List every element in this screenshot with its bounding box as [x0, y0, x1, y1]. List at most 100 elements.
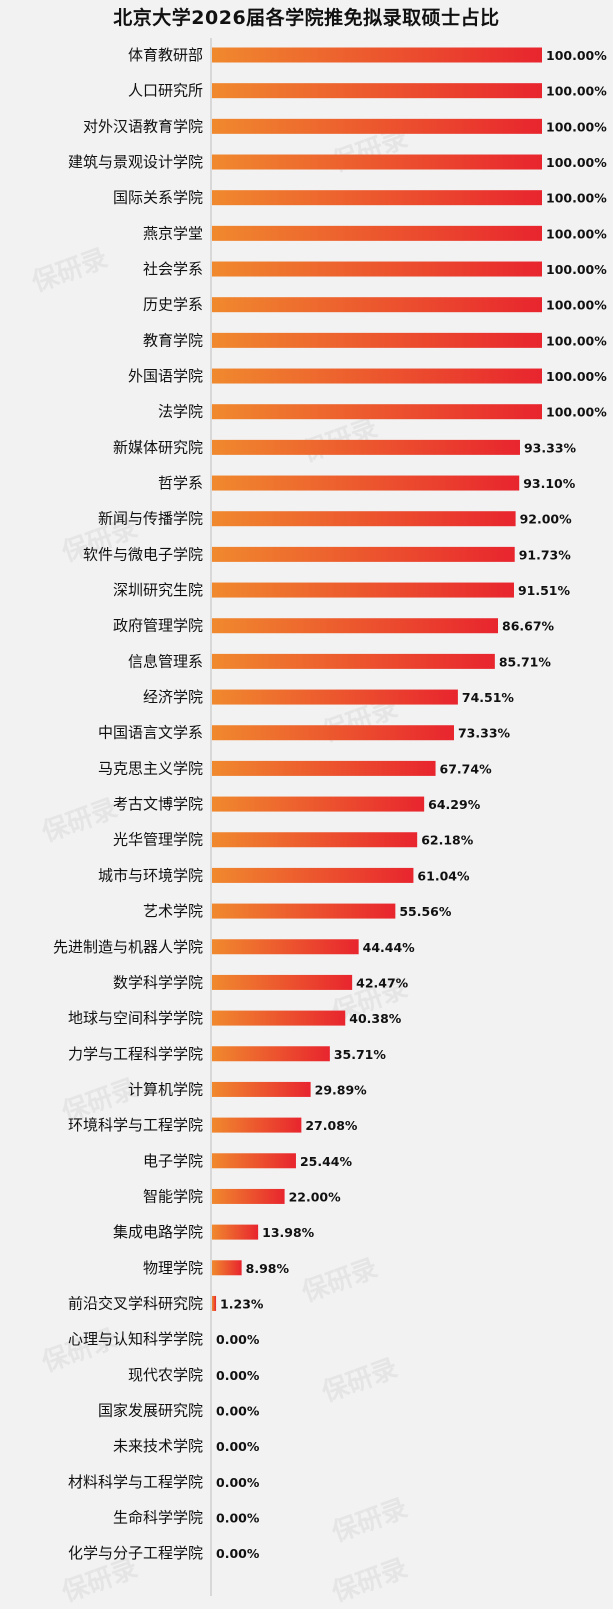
value-label: 91.51%	[518, 583, 571, 598]
bar	[212, 404, 542, 420]
category-label: 体育教研部	[128, 46, 203, 64]
value-label: 100.00%	[546, 119, 607, 134]
category-label: 心理与认知科学学院	[68, 1330, 203, 1348]
value-label: 25.44%	[300, 1154, 353, 1169]
value-label: 67.74%	[440, 761, 493, 776]
category-label: 材料科学与工程学院	[68, 1473, 203, 1491]
bar	[212, 475, 520, 491]
bar	[212, 1260, 242, 1276]
category-label: 生命科学学院	[113, 1508, 203, 1526]
value-label: 91.73%	[519, 547, 572, 562]
bar	[212, 1117, 302, 1133]
bar	[212, 725, 454, 741]
category-label: 城市与环境学院	[98, 866, 203, 884]
bar	[212, 939, 359, 955]
value-label: 0.00%	[216, 1439, 260, 1454]
value-label: 100.00%	[546, 333, 607, 348]
value-label: 40.38%	[349, 1011, 402, 1026]
category-label: 环境科学与工程学院	[68, 1116, 203, 1134]
category-label: 法学院	[158, 403, 203, 421]
category-label: 软件与微电子学院	[83, 545, 203, 563]
category-label: 历史学系	[143, 296, 203, 314]
category-label: 地球与空间科学学院	[68, 1009, 203, 1027]
category-label: 艺术学院	[143, 902, 203, 920]
category-label: 前沿交叉学科研究院	[68, 1294, 203, 1312]
value-label: 74.51%	[462, 690, 515, 705]
value-label: 100.00%	[546, 155, 607, 170]
bar	[212, 1224, 259, 1240]
category-label: 马克思主义学院	[98, 759, 203, 777]
value-label: 13.98%	[262, 1225, 315, 1240]
category-label: 力学与工程科学学院	[68, 1045, 203, 1063]
value-label: 0.00%	[216, 1403, 260, 1418]
value-label: 64.29%	[428, 797, 481, 812]
bar	[212, 511, 516, 527]
bar	[212, 1295, 217, 1311]
category-label: 考古文博学院	[113, 795, 203, 813]
bar	[212, 368, 542, 384]
value-label: 55.56%	[399, 904, 452, 919]
bar	[212, 1081, 311, 1097]
value-label: 86.67%	[502, 619, 555, 634]
value-label: 100.00%	[546, 226, 607, 241]
bar	[212, 332, 542, 348]
value-label: 100.00%	[546, 84, 607, 99]
value-label: 0.00%	[216, 1332, 260, 1347]
value-label: 100.00%	[546, 48, 607, 63]
value-label: 73.33%	[458, 726, 511, 741]
value-label: 92.00%	[520, 512, 573, 527]
category-label: 教育学院	[143, 331, 203, 349]
value-label: 100.00%	[546, 191, 607, 206]
bar	[212, 796, 425, 812]
category-label: 外国语学院	[128, 367, 203, 385]
category-label: 数学科学学院	[113, 973, 203, 991]
category-label: 计算机学院	[128, 1080, 203, 1098]
value-label: 93.10%	[523, 476, 576, 491]
bar	[212, 582, 514, 598]
category-label: 新媒体研究院	[113, 438, 203, 456]
value-label: 22.00%	[289, 1189, 342, 1204]
bar	[212, 974, 353, 990]
category-label: 政府管理学院	[113, 617, 203, 635]
bar	[212, 297, 542, 313]
category-label: 集成电路学院	[113, 1223, 203, 1241]
bar	[212, 1010, 346, 1026]
value-label: 100.00%	[546, 298, 607, 313]
bar	[212, 903, 396, 919]
value-label: 62.18%	[421, 833, 474, 848]
bar	[212, 760, 436, 776]
bar	[212, 832, 418, 848]
bar	[212, 1153, 296, 1169]
bar	[212, 689, 458, 705]
value-label: 100.00%	[546, 405, 607, 420]
bar	[212, 261, 542, 277]
bar	[212, 154, 542, 170]
value-label: 0.00%	[216, 1510, 260, 1525]
category-label: 国际关系学院	[113, 189, 203, 207]
bar	[212, 653, 495, 669]
category-label: 国家发展研究院	[98, 1401, 203, 1419]
bar	[212, 225, 542, 241]
value-label: 27.08%	[305, 1118, 358, 1133]
value-label: 85.71%	[499, 654, 552, 669]
category-label: 智能学院	[143, 1187, 203, 1205]
value-label: 35.71%	[334, 1047, 387, 1062]
category-label: 人口研究所	[128, 82, 203, 100]
category-label: 中国语言文学系	[98, 724, 203, 742]
category-label: 哲学系	[158, 474, 203, 492]
category-label: 物理学院	[143, 1259, 203, 1277]
value-label: 0.00%	[216, 1546, 260, 1561]
category-label: 新闻与传播学院	[98, 510, 203, 528]
value-label: 8.98%	[246, 1261, 290, 1276]
category-label: 未来技术学院	[113, 1437, 203, 1455]
value-label: 42.47%	[356, 975, 409, 990]
bar	[212, 118, 542, 134]
bar	[212, 546, 515, 562]
bar	[212, 47, 542, 63]
category-label: 经济学院	[143, 688, 203, 706]
bar	[212, 83, 542, 99]
value-label: 93.33%	[524, 440, 577, 455]
category-label: 化学与分子工程学院	[68, 1544, 203, 1562]
bar	[212, 618, 499, 634]
bars-group: 体育教研部 100.00% 人口研究所 100.00% 对外汉语教育学院 100.00% 建…	[53, 46, 607, 1562]
